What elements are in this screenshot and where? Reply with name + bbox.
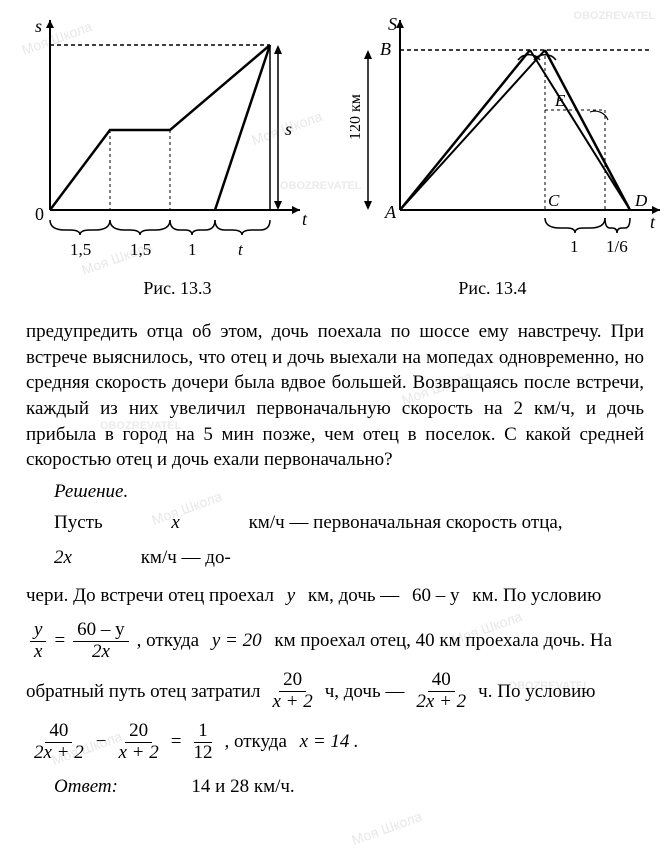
frac-60y-2x: 60 – y 2x xyxy=(73,620,129,663)
num: 40 xyxy=(428,670,455,692)
problem-text: предупредить отца об этом, дочь поехала … xyxy=(20,319,650,473)
s-measure: s xyxy=(285,119,292,139)
num: 40 xyxy=(45,721,72,743)
text: км, дочь — xyxy=(308,581,399,611)
x-axis-label-r: t xyxy=(650,212,656,232)
text: км. По условию xyxy=(472,581,601,611)
frac-t2: 20 x + 2 xyxy=(114,721,162,764)
solution-eq2: 40 2x + 2 − 20 x + 2 = 1 12 , откуда x =… xyxy=(20,717,650,768)
solution-line-2: чери. До встречи отец проехал y км, дочь… xyxy=(20,577,650,615)
var-x: x xyxy=(143,508,179,538)
figures-row: s t 0 s 1,5 1,5 1 t xyxy=(20,0,650,270)
answer-label: Ответ: xyxy=(26,772,118,802)
solution-line-1: Пусть x км/ч — первоначальная скорость о… xyxy=(20,504,650,577)
result: y = 20 xyxy=(212,626,262,656)
text: , откуда xyxy=(224,727,286,757)
point-C: C xyxy=(548,191,560,210)
text: , откуда xyxy=(137,626,199,656)
answer-line: Ответ: 14 и 28 км/ч. xyxy=(20,768,650,806)
solution-eq1: y x = 60 – y 2x , откуда y = 20 км проех… xyxy=(20,616,650,667)
text: чери. До встречи отец проехал xyxy=(26,581,274,611)
solution-heading: Решение. xyxy=(20,479,650,505)
num: 20 xyxy=(125,721,152,743)
point-B: B xyxy=(380,39,391,59)
den: 2x xyxy=(88,642,114,663)
num: 1 xyxy=(194,721,212,743)
var-y: y xyxy=(287,581,295,611)
figure-13-3: s t 0 s 1,5 1,5 1 t xyxy=(20,10,320,270)
expr: 60 – y xyxy=(412,581,460,611)
text: км проехал отец, 40 км проехала дочь. На xyxy=(274,626,612,656)
brace-label-0: 1,5 xyxy=(70,240,91,259)
den: 2x + 2 xyxy=(412,692,470,713)
point-D: D xyxy=(634,191,648,210)
period: . xyxy=(353,727,358,757)
y-measure: 120 км xyxy=(350,94,364,140)
figure-13-4: S t B A E C D xyxy=(350,10,650,270)
figure-captions: Рис. 13.3 Рис. 13.4 xyxy=(20,270,650,319)
equals: = xyxy=(171,727,182,757)
equals: = xyxy=(54,626,65,656)
frac-t1: 40 2x + 2 xyxy=(30,721,88,764)
num: 60 – y xyxy=(73,620,129,642)
brace-label-3: t xyxy=(238,240,244,259)
brace-label-2: 1 xyxy=(188,240,197,259)
text: км/ч — первоначальная скорость отца, xyxy=(221,508,563,538)
text: ч. По условию xyxy=(478,677,595,707)
frac-20-x2: 20 x + 2 xyxy=(268,670,316,713)
den: x + 2 xyxy=(268,692,316,713)
text: Пусть xyxy=(26,508,103,538)
fig-caption-right: Рис. 13.4 xyxy=(458,278,526,299)
brace-r-1: 1/6 xyxy=(606,237,628,256)
num: 20 xyxy=(279,670,306,692)
answer-text: 14 и 28 км/ч. xyxy=(163,772,294,802)
frac-t3: 1 12 xyxy=(189,721,216,764)
den: x xyxy=(30,642,46,663)
x-axis-label: t xyxy=(302,209,308,229)
text: км/ч — до- xyxy=(113,543,231,573)
text: ч, дочь — xyxy=(325,677,405,707)
den: x + 2 xyxy=(114,743,162,764)
fig-caption-left: Рис. 13.3 xyxy=(143,278,211,299)
y-axis-label-r: S xyxy=(388,14,397,34)
solution-line-4: обратный путь отец затратил 20 x + 2 ч, … xyxy=(20,666,650,717)
brace-r-0: 1 xyxy=(570,237,579,256)
point-E: E xyxy=(554,91,566,110)
frac-40-2x2: 40 2x + 2 xyxy=(412,670,470,713)
brace-label-1: 1,5 xyxy=(130,240,151,259)
y-axis-label: s xyxy=(35,16,42,36)
minus: − xyxy=(96,727,107,757)
den: 2x + 2 xyxy=(30,743,88,764)
text: обратный путь отец затратил xyxy=(26,677,260,707)
num: y xyxy=(30,620,46,642)
watermark: Моя Школа xyxy=(349,808,424,848)
result: x = 14 xyxy=(300,727,350,757)
point-A: A xyxy=(384,202,397,222)
origin-label: 0 xyxy=(35,204,44,224)
frac-y-x: y x xyxy=(30,620,46,663)
den: 12 xyxy=(189,743,216,764)
var-2x: 2x xyxy=(26,543,72,573)
